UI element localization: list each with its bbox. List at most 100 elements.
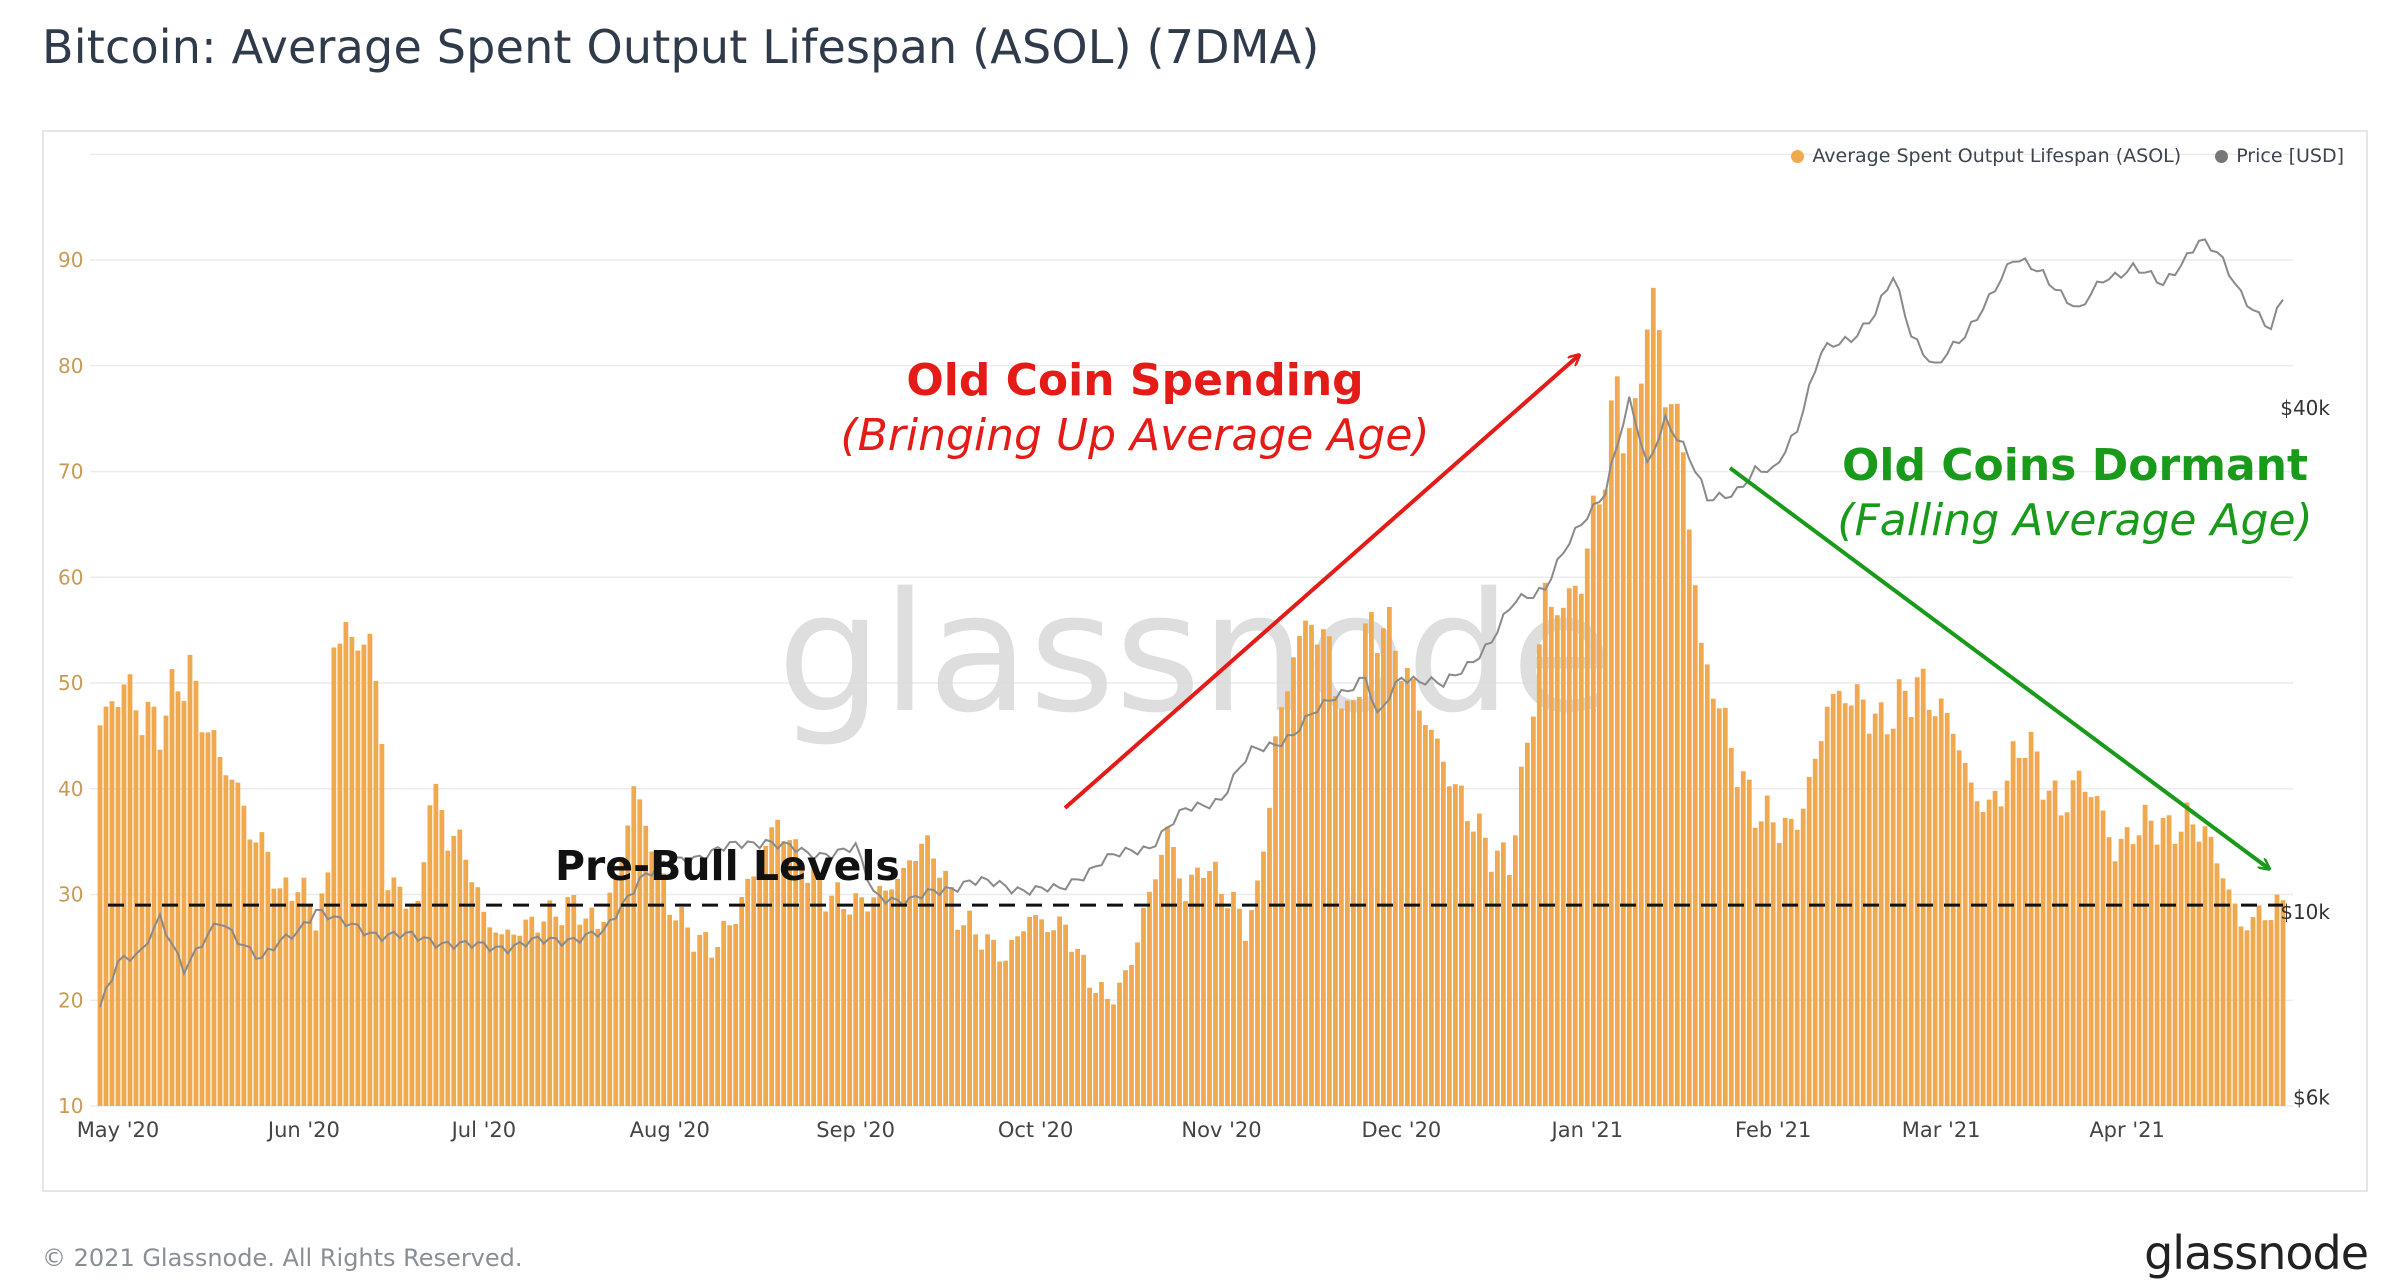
asol-bar xyxy=(751,876,757,1106)
asol-bar xyxy=(1327,636,1332,1106)
asol-bar xyxy=(1513,835,1518,1106)
asol-bar xyxy=(1003,960,1008,1106)
asol-bar xyxy=(937,877,942,1106)
legend-item-price[interactable]: Price [USD] xyxy=(2215,145,2344,167)
asol-bar xyxy=(511,934,517,1106)
asol-bar xyxy=(313,930,319,1106)
y-axis-right: $6k $10k $40k xyxy=(2280,396,2330,1110)
asol-bar xyxy=(1417,710,1422,1106)
asol-bar xyxy=(1806,776,1812,1106)
asol-bar xyxy=(631,786,637,1106)
legend-item-asol[interactable]: Average Spent Output Lifespan (ASOL) xyxy=(1791,145,2181,167)
asol-bar xyxy=(1680,452,1686,1106)
asol-bar xyxy=(343,621,349,1106)
asol-bar xyxy=(475,887,481,1106)
asol-bar xyxy=(1548,606,1554,1106)
dormant-subtitle: (Falling Average Age) xyxy=(1837,495,2312,546)
asol-bar xyxy=(553,916,559,1106)
asol-bar xyxy=(541,921,547,1106)
asol-bar xyxy=(307,904,313,1106)
asol-bar xyxy=(1441,761,1446,1106)
y-tick-label: 50 xyxy=(58,671,83,695)
asol-bar xyxy=(1345,700,1350,1106)
asol-bar xyxy=(481,911,487,1106)
asol-bar xyxy=(2202,826,2208,1106)
asol-bar xyxy=(1800,808,1806,1106)
asol-bar xyxy=(2028,731,2034,1106)
asol-bar xyxy=(469,882,475,1106)
asol-bar xyxy=(499,934,505,1106)
asol-bar xyxy=(2142,804,2148,1106)
asol-bar xyxy=(1896,679,1902,1106)
y-right-tick-label: $40k xyxy=(2280,396,2330,420)
asol-bar xyxy=(265,851,271,1106)
asol-bar xyxy=(1051,930,1056,1106)
asol-bar xyxy=(1483,837,1488,1106)
asol-bar xyxy=(919,843,924,1106)
asol-bar xyxy=(1926,709,1932,1106)
asol-bar xyxy=(1674,403,1680,1106)
asol-bar xyxy=(1531,716,1536,1106)
asol-bar xyxy=(301,877,307,1106)
asol-bar xyxy=(175,691,181,1106)
asol-bar xyxy=(463,859,469,1106)
asol-bar xyxy=(2088,797,2094,1106)
asol-bar xyxy=(1075,948,1080,1106)
asol-bar xyxy=(1962,762,1968,1106)
red-trend-arrow xyxy=(1063,356,1578,810)
asol-bar xyxy=(811,865,817,1106)
asol-bar xyxy=(1590,495,1596,1107)
asol-bar xyxy=(2016,757,2022,1106)
x-tick-label: May '20 xyxy=(77,1118,160,1142)
asol-bar xyxy=(1495,850,1500,1106)
asol-bar xyxy=(427,805,433,1106)
asol-bar xyxy=(1632,398,1638,1106)
asol-bar xyxy=(157,749,163,1106)
asol-bar xyxy=(883,890,888,1106)
asol-bar xyxy=(727,925,733,1106)
asol-bar xyxy=(1602,489,1608,1107)
asol-bar xyxy=(1027,916,1032,1106)
asol-bar xyxy=(1225,908,1230,1106)
asol-bar xyxy=(829,895,835,1106)
asol-bar xyxy=(685,927,691,1106)
asol-bar xyxy=(1177,878,1182,1106)
asol-bar xyxy=(2172,843,2178,1106)
asol-bar xyxy=(139,735,145,1106)
asol-bar xyxy=(1405,668,1410,1106)
asol-bar xyxy=(373,680,379,1106)
asol-bar xyxy=(547,900,553,1106)
asol-bar xyxy=(1890,728,1896,1106)
asol-bar xyxy=(1566,588,1572,1106)
asol-bar xyxy=(1764,795,1770,1106)
asol-bar xyxy=(1501,842,1506,1106)
asol-bar xyxy=(283,877,289,1106)
asol-bar xyxy=(2130,844,2136,1106)
asol-bar xyxy=(847,914,853,1106)
asol-bar xyxy=(775,819,781,1106)
asol-bar xyxy=(1866,733,1872,1106)
asol-bar xyxy=(355,650,361,1106)
x-tick-label: Mar '21 xyxy=(1902,1118,1981,1142)
asol-bar xyxy=(2100,810,2106,1106)
asol-bar xyxy=(2004,780,2010,1106)
asol-bar xyxy=(1788,818,1794,1106)
asol-bar xyxy=(781,841,787,1106)
asol-bar xyxy=(1554,615,1560,1106)
asol-bar xyxy=(2118,838,2124,1106)
asol-bar xyxy=(1213,861,1218,1106)
asol-bar xyxy=(1153,879,1158,1106)
asol-bar xyxy=(1656,330,1662,1107)
asol-bar xyxy=(577,924,583,1106)
asol-bar xyxy=(2250,917,2256,1106)
asol-bar xyxy=(1716,708,1722,1106)
asol-bar xyxy=(259,832,265,1106)
asol-bars xyxy=(97,287,2286,1107)
asol-bar xyxy=(247,839,253,1106)
asol-bar xyxy=(1698,642,1704,1106)
glassnode-logo[interactable]: glassnode xyxy=(2144,1226,2369,1280)
asol-bar xyxy=(853,893,859,1106)
asol-bar xyxy=(295,892,301,1106)
asol-bar xyxy=(2208,836,2214,1106)
asol-bar xyxy=(619,857,625,1106)
